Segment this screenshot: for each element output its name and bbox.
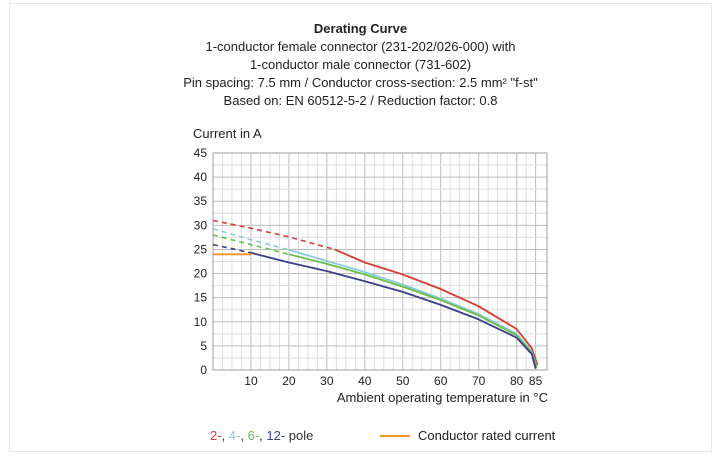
y-tick-label: 40 (194, 170, 208, 184)
series-6-pole-line (288, 253, 538, 368)
pole-legend-item: , (259, 428, 267, 443)
series-12-pole-line (250, 251, 537, 369)
pole-legend-item: 6- (247, 428, 260, 443)
pole-legend-item: pole (285, 428, 314, 443)
y-axis-label: Current in A (193, 126, 262, 141)
x-tick-label: 30 (320, 374, 334, 388)
x-tick-label: 85 (529, 374, 543, 388)
series-2-pole-dashed (212, 219, 335, 251)
x-tick-label: 20 (282, 374, 296, 388)
y-tick-label: 25 (194, 242, 208, 256)
x-tick-label: 40 (358, 374, 372, 388)
y-tick-label: 20 (194, 267, 208, 281)
x-axis-label: Ambient operating temperature in °C (337, 390, 548, 405)
y-tick-label: 5 (200, 339, 207, 353)
pole-legend-item: 12- (266, 428, 286, 443)
pole-legend: 2-, 4-, 6-, 12- pole (210, 428, 313, 443)
y-tick-label: 45 (194, 146, 208, 160)
series-12-pole-dashed (212, 243, 252, 254)
rated-current-swatch (380, 434, 410, 437)
y-tick-label: 0 (200, 363, 207, 377)
x-tick-label: 50 (396, 374, 410, 388)
x-tick-label: 80 (510, 374, 524, 388)
series-2-pole-line (334, 248, 539, 366)
y-tick-label: 30 (194, 218, 208, 232)
pole-legend-item: , (221, 428, 229, 443)
pole-legend-item: 4- (228, 428, 241, 443)
chart-title: Derating Curve (313, 21, 408, 36)
grid (212, 152, 548, 371)
axes: 0 5 10 15 20 25 30 35 40 45 10 20 30 40 50 60 70 80 85 (194, 146, 543, 388)
subtitle-line-2: 1-conductor male connector (731-602) (249, 57, 472, 72)
subtitle-line-1: 1-conductor female connector (231-202/02… (205, 39, 516, 54)
series-6-pole-dashed (212, 234, 290, 256)
series-4-pole-line (288, 249, 538, 368)
chart-titles: Derating Curve 1-conductor female connec… (0, 20, 721, 110)
y-tick-label: 35 (194, 194, 208, 208)
rated-current-legend: Conductor rated current (380, 428, 555, 443)
subtitle-line-3: Pin spacing: 7.5 mm / Conductor cross-se… (183, 75, 538, 90)
subtitle-line-4: Based on: EN 60512-5-2 / Reduction facto… (223, 93, 498, 108)
x-tick-label: 70 (472, 374, 486, 388)
pole-legend-item: 2- (210, 428, 222, 443)
plot-border (212, 152, 548, 371)
x-tick-label: 60 (434, 374, 448, 388)
y-tick-label: 10 (194, 315, 208, 329)
rated-current-label: Conductor rated current (418, 428, 556, 443)
series-4-pole-dashed (212, 227, 290, 251)
chart-frame (9, 3, 712, 452)
y-tick-label: 15 (194, 291, 208, 305)
pole-legend-item: , (240, 428, 248, 443)
x-tick-label: 10 (244, 374, 258, 388)
series-group (212, 219, 539, 369)
